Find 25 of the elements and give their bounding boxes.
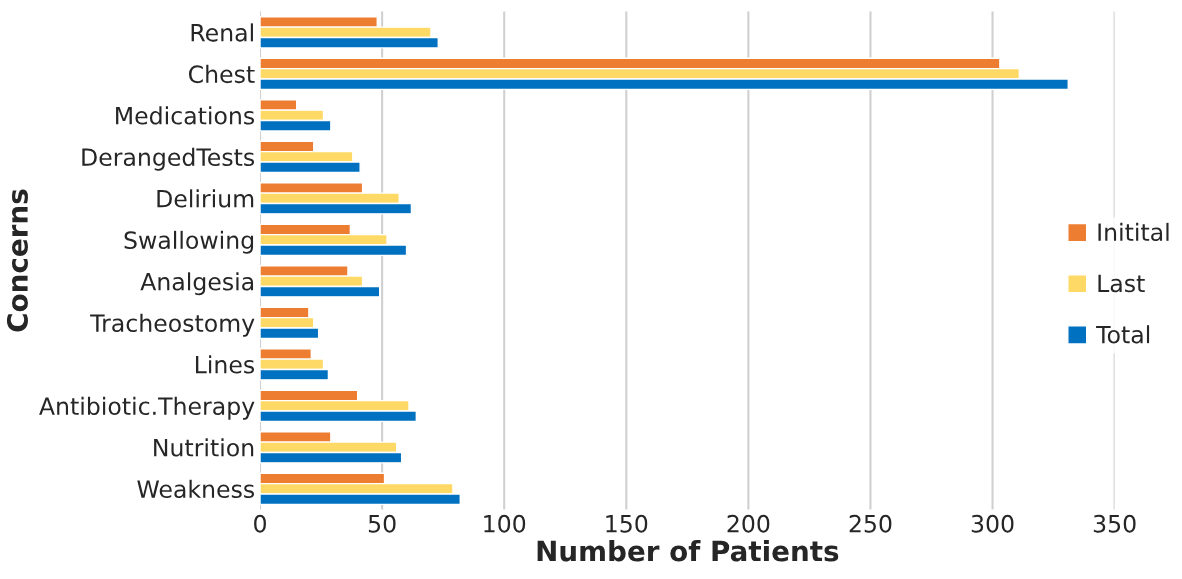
x-tick-label: 300 (971, 514, 1014, 533)
x-tick-label: 50 (368, 514, 396, 533)
y-tick-label: Antibiotic.Therapy (39, 396, 255, 420)
y-tick-label: Lines (195, 355, 255, 374)
legend-label: Initital (1098, 222, 1169, 242)
y-tick-label: Nutrition (154, 438, 254, 457)
legend-label: Last (1098, 274, 1145, 293)
x-tick-label: 0 (254, 514, 266, 533)
y-tick-label: Analgesia (140, 272, 254, 296)
x-axis-title: Number of Patients (537, 540, 839, 562)
y-axis-title: Concerns (6, 189, 28, 332)
y-tick-label: Chest (188, 64, 255, 84)
x-tick-label: 200 (727, 514, 770, 533)
y-tick-label: Tracheostomy (90, 313, 255, 337)
x-tick-label: 100 (484, 514, 526, 533)
legend-label: Total (1096, 325, 1150, 344)
y-tick-label: Medications (116, 106, 255, 125)
y-tick-label: Delirium (157, 189, 254, 208)
x-tick-label: 250 (849, 514, 892, 533)
y-tick-label: Renal (191, 23, 253, 42)
x-tick-label: 150 (606, 514, 648, 533)
x-tick-label: 350 (1093, 514, 1136, 533)
y-tick-label: Swallowing (124, 230, 254, 254)
y-tick-label: DerangedTests (82, 147, 255, 171)
y-tick-label: Weakness (137, 479, 255, 499)
